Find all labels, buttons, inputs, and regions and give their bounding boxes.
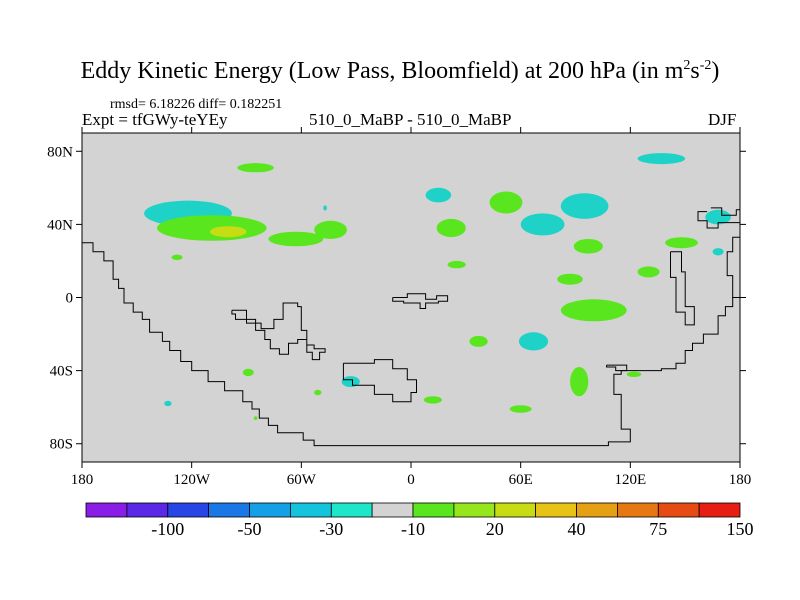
case-label: 510_0_MaBP - 510_0_MaBP <box>309 110 512 129</box>
x-tick-label: 0 <box>407 472 415 488</box>
colorbar-swatch <box>126 502 169 518</box>
y-tick-label: 0 <box>66 291 74 307</box>
contour-feature-teal <box>712 248 724 256</box>
contour-feature-teal <box>518 332 549 351</box>
plot-background <box>82 133 740 462</box>
experiment-label: Expt = tfGWy-teYEy <box>82 110 228 129</box>
contour-feature-teal <box>164 400 172 407</box>
contour-feature-lime <box>573 239 603 254</box>
y-tick-label: 80S <box>50 437 73 453</box>
colorbar-swatch <box>167 502 210 518</box>
x-tick-label: 120W <box>173 472 211 488</box>
colorbar-swatch <box>412 502 455 518</box>
land-outline <box>342 359 417 403</box>
contour-feature-lime <box>242 368 254 377</box>
contour-feature-teal <box>323 205 327 211</box>
contour-feature-lime <box>157 215 267 241</box>
contour-feature-lime <box>314 220 347 239</box>
colorbar-label: -10 <box>401 519 425 539</box>
contour-features <box>144 153 731 420</box>
y-tick-label: 40S <box>50 364 73 380</box>
x-tick-label: 180 <box>729 472 752 488</box>
x-tick-label: 180 <box>71 472 94 488</box>
contour-feature-teal <box>637 153 686 165</box>
colorbar: -100 -50 -30 -10 20 40 75 150 <box>85 502 754 539</box>
colorbar-swatch <box>371 502 414 518</box>
colorbar-label: 75 <box>649 519 667 539</box>
colorbar-swatch <box>535 502 577 518</box>
contour-feature-teal <box>705 209 731 225</box>
land-outline <box>670 251 695 326</box>
contour-feature-lime <box>509 405 532 413</box>
coastline <box>82 242 740 447</box>
season-label: DJF <box>708 110 737 129</box>
contour-feature-lime <box>557 273 583 285</box>
land-outline <box>392 293 449 309</box>
colorbar-swatch <box>453 502 496 518</box>
colorbar-label: 20 <box>486 519 504 539</box>
contour-feature-lime <box>469 335 488 347</box>
colorbar-label: 150 <box>727 519 754 539</box>
land-outline <box>231 302 326 361</box>
contour-feature-lime <box>423 396 442 404</box>
contour-feature-lime <box>237 163 274 173</box>
contour-feature-lime <box>489 191 523 214</box>
colorbar-swatch <box>330 502 373 518</box>
land-outline <box>606 364 628 372</box>
axis-ticks: 180 120W 60W 0 60E 120E 180 80N 40N 0 40S 80S <box>47 127 751 488</box>
colorbar-label: -30 <box>319 519 343 539</box>
contour-feature-lime <box>268 231 324 247</box>
colorbar-swatch <box>657 502 700 518</box>
contour-feature-yellow <box>209 226 247 238</box>
contour-feature-teal <box>520 213 565 236</box>
coastlines <box>82 207 740 462</box>
contour-feature-lime <box>570 367 589 397</box>
contour-feature-lime <box>447 260 466 269</box>
colorbar-swatch <box>249 502 291 518</box>
contour-feature-teal <box>560 193 609 219</box>
x-tick-label: 60E <box>509 472 533 488</box>
land-outline <box>710 207 740 216</box>
colorbar-swatch <box>289 502 332 518</box>
colorbar-swatch <box>698 502 741 518</box>
colorbar-label: -50 <box>238 519 262 539</box>
colorbar-swatch <box>494 502 537 518</box>
contour-feature-lime <box>253 416 258 420</box>
contour-feature-teal <box>341 376 360 388</box>
contour-feature-lime <box>665 237 698 249</box>
colorbar-swatch <box>617 502 659 518</box>
y-tick-label: 80N <box>47 144 73 160</box>
colorbar-swatch <box>208 502 250 518</box>
contour-feature-lime <box>171 254 183 260</box>
y-tick-label: 40N <box>47 217 73 233</box>
land-outline <box>697 211 740 229</box>
x-tick-label: 120E <box>614 472 646 488</box>
x-tick-label: 60W <box>287 472 317 488</box>
contour-feature-lime <box>314 389 322 396</box>
contour-feature-lime <box>626 371 642 377</box>
colorbar-label: -100 <box>151 519 184 539</box>
coastline <box>726 236 740 298</box>
colorbar-swatch <box>85 502 128 518</box>
contour-feature-lime <box>436 218 466 238</box>
rmsd-diff-stats: rmsd= 6.18226 diff= 0.182251 <box>110 97 283 112</box>
contour-feature-lime <box>637 266 660 278</box>
colorbar-label: 40 <box>568 519 586 539</box>
colorbar-swatch <box>576 502 618 518</box>
contour-feature-teal <box>425 187 452 203</box>
chart-title: Eddy Kinetic Energy (Low Pass, Bloomfiel… <box>80 58 720 84</box>
contour-feature-lime <box>560 299 627 322</box>
